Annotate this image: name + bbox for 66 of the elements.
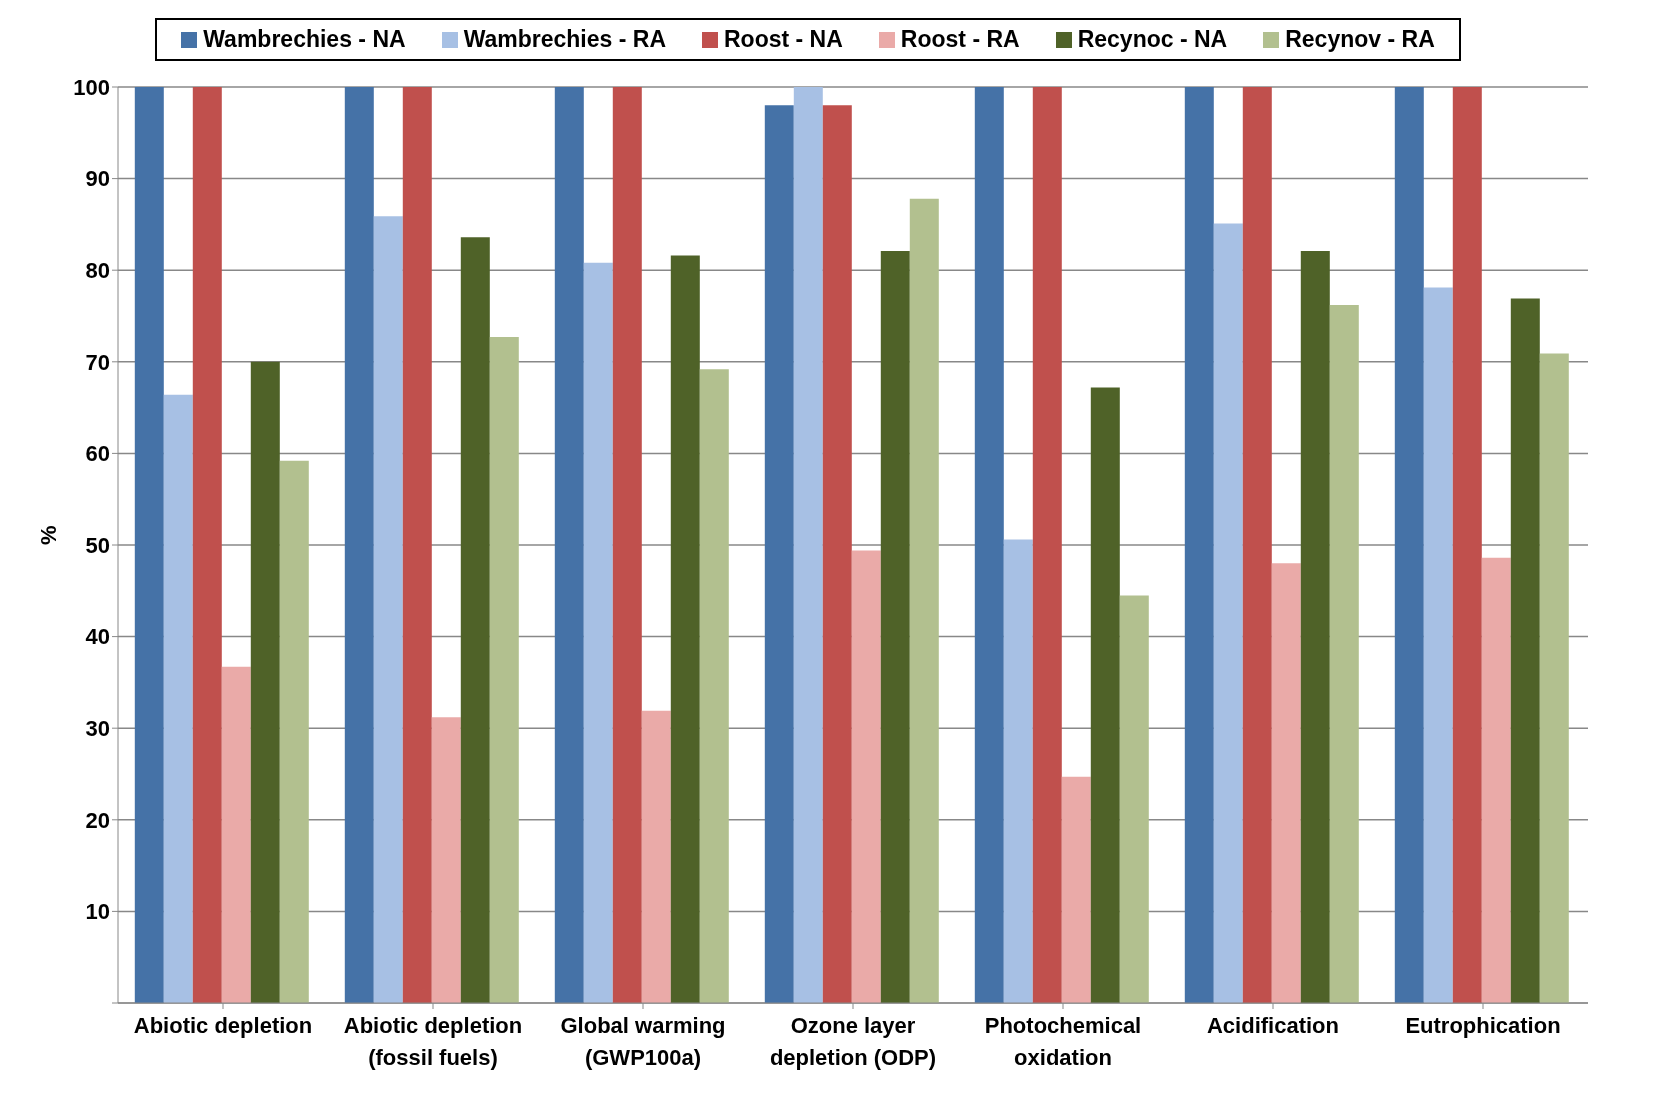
bar <box>402 87 432 1003</box>
bar <box>279 460 309 1003</box>
bar <box>1394 87 1424 1003</box>
y-tick-label: 40 <box>85 624 110 650</box>
bar <box>1539 353 1569 1003</box>
x-tick-label: Acidification <box>1206 1013 1340 1038</box>
bar <box>192 87 222 1003</box>
bar <box>583 262 613 1003</box>
bar <box>134 87 164 1003</box>
legend-label: Recynoc - NA <box>1076 26 1228 53</box>
bar <box>880 250 910 1003</box>
bar <box>460 237 490 1003</box>
bar <box>1003 539 1033 1003</box>
bar <box>1090 387 1120 1003</box>
bar <box>1184 87 1214 1003</box>
x-tick-label: Abiotic depletion <box>133 1013 313 1038</box>
x-tick-label: Abiotic depletion (fossil fuels) <box>343 1013 523 1070</box>
legend-label: Roost - NA <box>723 26 843 53</box>
bar <box>612 87 642 1003</box>
bar <box>793 87 823 1003</box>
bar <box>699 369 729 1003</box>
bar <box>1271 563 1301 1003</box>
y-tick-label: 30 <box>85 716 110 742</box>
bar <box>822 105 852 1003</box>
bar <box>163 394 193 1003</box>
bar <box>1119 595 1149 1003</box>
y-tick-label: 50 <box>85 532 110 558</box>
bar <box>1213 223 1243 1003</box>
bar <box>373 216 403 1003</box>
x-tick-label: Ozone layer depletion (ODP) <box>769 1013 937 1070</box>
legend-label: Wambrechies - RA <box>462 26 666 53</box>
bar <box>641 710 671 1003</box>
y-tick-label: 10 <box>85 899 110 925</box>
legend-label: Recynov - RA <box>1284 26 1435 53</box>
bar <box>851 550 881 1003</box>
bar <box>1300 250 1330 1003</box>
bar <box>909 198 939 1003</box>
legend-label: Roost - RA <box>899 26 1020 53</box>
bar <box>670 255 700 1003</box>
y-tick-label: 90 <box>85 166 110 192</box>
bar <box>1452 87 1482 1003</box>
bar <box>1481 557 1511 1003</box>
bar <box>1061 776 1091 1003</box>
y-tick-label: 100 <box>73 74 110 100</box>
bar <box>1329 305 1359 1003</box>
y-tick-label: 20 <box>85 807 110 833</box>
bar <box>1423 287 1453 1003</box>
bar <box>974 87 1004 1003</box>
y-tick-label: 70 <box>85 349 110 375</box>
bar <box>489 337 519 1003</box>
bar <box>1032 87 1062 1003</box>
bar <box>431 717 461 1003</box>
x-tick-label: Global warming (GWP100a) <box>560 1013 726 1070</box>
bar <box>764 105 794 1003</box>
x-tick-label: Photochemical oxidation <box>984 1013 1142 1070</box>
bar <box>250 361 280 1003</box>
y-tick-label: 80 <box>85 258 110 284</box>
y-axis-title: % <box>35 525 61 545</box>
bar <box>1510 298 1540 1003</box>
y-tick-label: 60 <box>85 441 110 467</box>
bar <box>1242 87 1272 1003</box>
x-tick-label: Eutrophication <box>1405 1013 1561 1038</box>
bar <box>221 666 251 1003</box>
bar <box>554 87 584 1003</box>
legend-label: Wambrechies - NA <box>202 26 406 53</box>
bar <box>344 87 374 1003</box>
